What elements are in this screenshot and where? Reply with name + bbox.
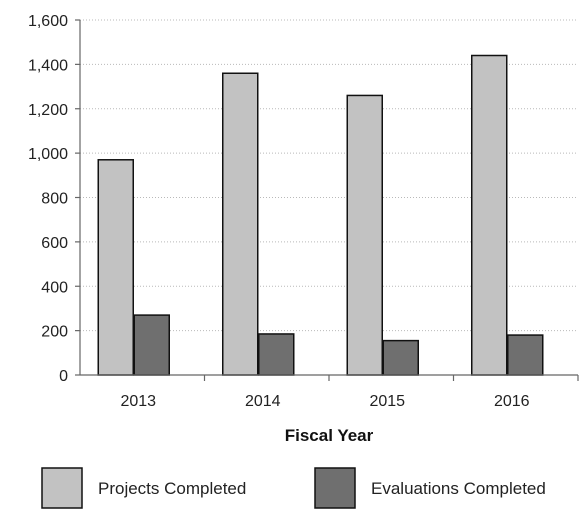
y-tick-label: 600 xyxy=(41,235,68,252)
bar-evaluations-completed-2013 xyxy=(133,314,170,376)
x-tick-label: 2013 xyxy=(120,393,156,410)
y-tick-label: 1,600 xyxy=(28,13,68,30)
legend-swatch xyxy=(41,467,83,509)
bar-projects-completed-2014 xyxy=(222,72,259,376)
y-tick-label: 1,200 xyxy=(28,102,68,119)
y-tick-labels: 0 200 400 600 800 1,000 1,200 1,400 1,600 xyxy=(28,13,68,385)
y-tick-label: 0 xyxy=(59,368,68,385)
y-tick-label: 200 xyxy=(41,324,68,341)
x-tick-label: 2016 xyxy=(494,393,530,410)
gridlines xyxy=(80,19,578,332)
y-tick-label: 400 xyxy=(41,279,68,296)
bar-projects-completed-2013 xyxy=(97,159,134,376)
bar-evaluations-completed-2015 xyxy=(382,339,419,376)
y-tick-label: 1,000 xyxy=(28,146,68,163)
y-tick-label: 800 xyxy=(41,191,68,208)
legend-label: Projects Completed xyxy=(98,479,246,498)
bar-evaluations-completed-2014 xyxy=(258,333,295,376)
legend-swatch xyxy=(314,467,356,509)
legend: Projects Completed Evaluations Completed xyxy=(41,467,546,509)
legend-label: Evaluations Completed xyxy=(371,479,546,498)
bar-projects-completed-2015 xyxy=(346,94,383,376)
x-tick-label: 2014 xyxy=(245,393,281,410)
y-tick-label: 1,400 xyxy=(28,57,68,74)
bars xyxy=(97,54,544,376)
x-tick-label: 2015 xyxy=(369,393,405,410)
x-axis-title: Fiscal Year xyxy=(285,426,374,445)
axes xyxy=(75,19,579,381)
x-tick-labels: 2013 2014 2015 2016 xyxy=(120,393,529,410)
bar-projects-completed-2016 xyxy=(471,54,508,376)
bar-evaluations-completed-2016 xyxy=(507,334,544,376)
